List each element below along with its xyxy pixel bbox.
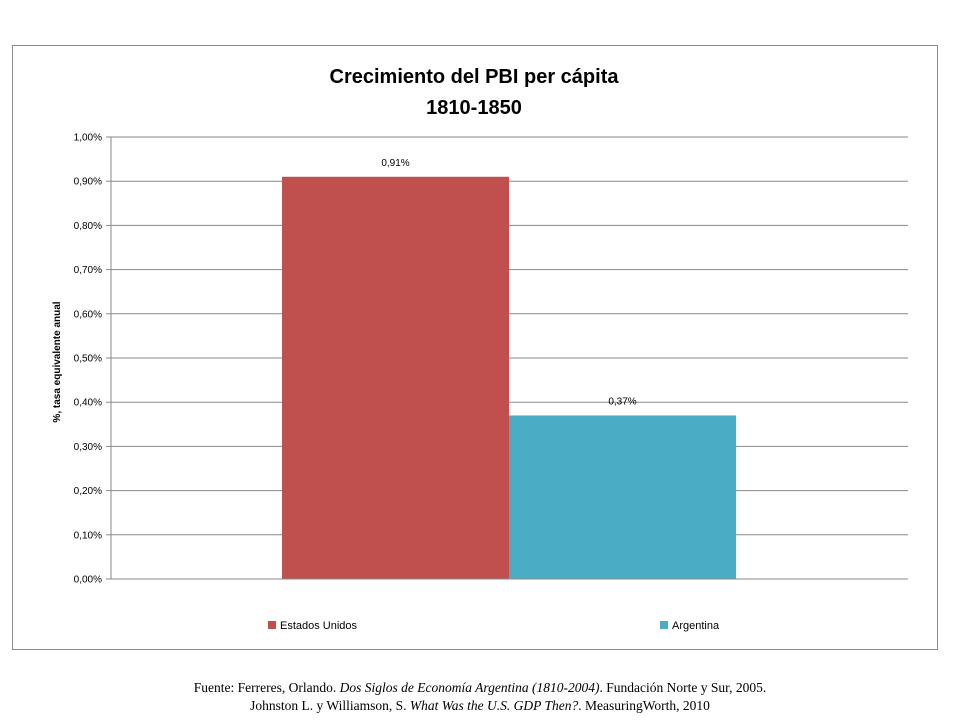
y-tick-label: 0,50% xyxy=(74,354,102,365)
y-tick-label: 0,10% xyxy=(74,530,102,541)
axes xyxy=(110,137,908,580)
chart-subtitle: 1810-1850 xyxy=(426,97,522,119)
data-labels: 0,91% 0,37% xyxy=(381,158,636,408)
y-axis-label: %, tasa equivalente anual xyxy=(52,301,63,422)
y-tick-label: 1,00% xyxy=(74,133,102,144)
bars xyxy=(282,176,736,579)
y-tick-label: 0,30% xyxy=(74,442,102,453)
source-line-2: Johnston L. y Williamson, S. What Was th… xyxy=(250,698,710,713)
legend-entry: Estados Unidos xyxy=(280,620,358,632)
gridlines xyxy=(111,136,908,536)
data-label: 0,37% xyxy=(608,396,636,407)
data-label: 0,91% xyxy=(381,158,409,169)
y-tick-label: 0,40% xyxy=(74,398,102,409)
bar xyxy=(282,176,509,579)
legend-entry: Argentina xyxy=(672,620,720,632)
bar xyxy=(509,415,736,579)
legend-swatch xyxy=(660,621,668,629)
legend-swatch xyxy=(268,621,276,629)
source-line-1: Fuente: Ferreres, Orlando. Dos Siglos de… xyxy=(193,680,767,695)
y-tick-label: 0,80% xyxy=(74,221,102,232)
y-tick-label: 0,70% xyxy=(74,265,102,276)
chart-title: Crecimiento del PBI per cápita xyxy=(330,66,620,88)
y-tick-label: 0,20% xyxy=(74,486,102,497)
source-note: Fuente: Ferreres, Orlando. Dos Siglos de… xyxy=(0,679,960,715)
y-axis-ticks: 0,00% 0,10% 0,20% 0,30% 0,40% 0,50% 0,60% 0,70%… xyxy=(74,133,111,586)
y-tick-label: 0,00% xyxy=(74,575,102,586)
legend: Estados Unidos Argentina xyxy=(268,620,720,632)
y-tick-label: 0,90% xyxy=(74,177,102,188)
y-tick-label: 0,60% xyxy=(74,309,102,320)
